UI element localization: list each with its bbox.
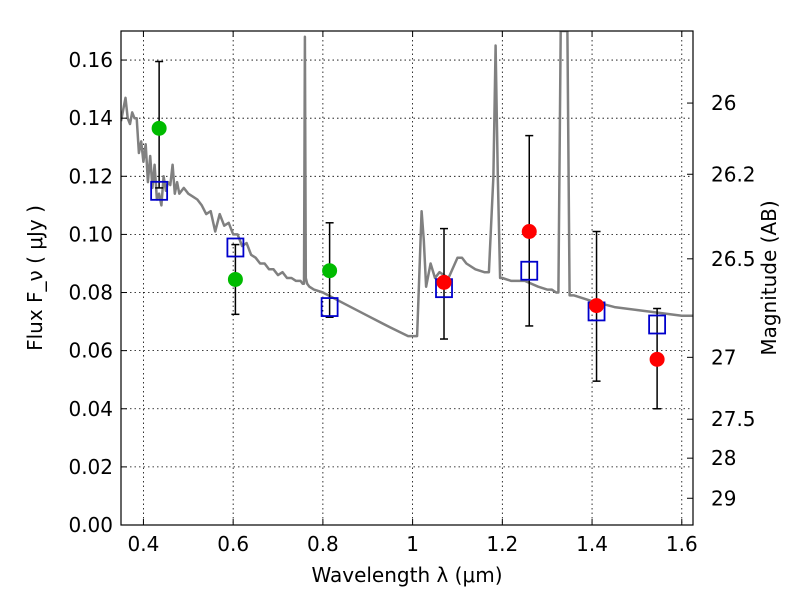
model-photometry-square (320, 297, 339, 317)
y-tick-label: 0.10 (68, 222, 113, 246)
x-tick-label: 0.8 (307, 532, 339, 556)
right-tick-label: 27.5 (711, 407, 756, 431)
right-tick-label: 26 (711, 91, 736, 115)
y-axis-label: Flux F_ν ( μJy ) (23, 205, 47, 351)
observed-point (521, 224, 537, 240)
axis-ticks: 0.4 0.6 0.8 1 1.2 1.4 1.6 0.00 0.02 0.04 0.06 0.08 0… (68, 31, 756, 556)
observed-point (151, 120, 167, 136)
model-photometry-square (226, 237, 245, 258)
right-tick-label: 26.2 (711, 162, 756, 186)
plot-background (121, 31, 693, 525)
x-tick-label: 0.6 (217, 532, 249, 556)
right-axis-label: Magnitude (AB) (757, 200, 781, 355)
model-photometry-square (520, 260, 539, 281)
x-tick-label: 1.4 (576, 532, 608, 556)
y-tick-label: 0.00 (68, 513, 113, 537)
markers (150, 120, 667, 367)
observed-point (649, 351, 665, 367)
y-tick-label: 0.16 (68, 48, 113, 72)
right-tick-label: 28 (711, 446, 736, 470)
y-tick-label: 0.08 (68, 281, 113, 305)
y-tick-label: 0.06 (68, 339, 113, 363)
y-tick-label: 0.04 (68, 397, 113, 421)
observed-point (227, 271, 243, 287)
observed-point (589, 298, 605, 314)
model-photometry-square (150, 180, 169, 201)
plot-frame (120, 30, 694, 526)
y-tick-label: 0.02 (68, 455, 113, 479)
right-tick-label: 27 (711, 345, 736, 369)
y-tick-label: 0.14 (68, 106, 113, 130)
spectrum-series (121, 31, 693, 338)
x-tick-label: 1.6 (666, 532, 698, 556)
observed-point (322, 263, 338, 279)
model-photometry-square (648, 314, 667, 335)
right-tick-label: 26.5 (711, 247, 756, 271)
spectrum-line (121, 31, 693, 338)
right-tick-label: 29 (711, 486, 736, 510)
x-tick-label: 0.4 (128, 532, 160, 556)
observed-point (436, 274, 452, 290)
y-tick-label: 0.12 (68, 164, 113, 188)
x-tick-label: 1 (406, 532, 419, 556)
x-axis-label: Wavelength λ (μm) (311, 563, 502, 587)
x-tick-label: 1.2 (486, 532, 518, 556)
